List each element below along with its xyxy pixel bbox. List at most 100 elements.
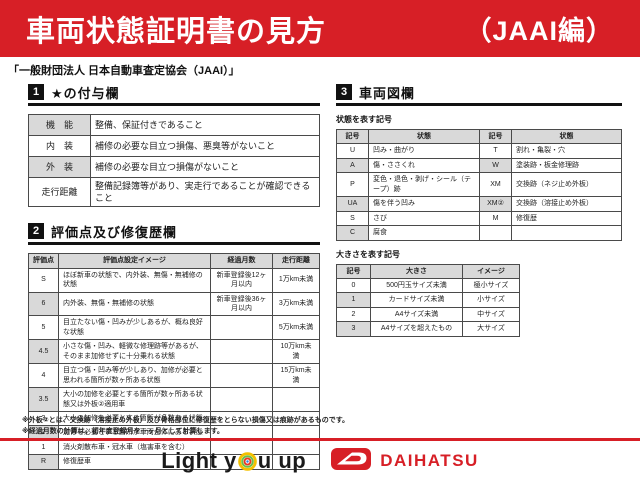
table-cell: 15万km未満 [272, 363, 320, 389]
table-cell [511, 225, 622, 241]
table-cell [210, 363, 273, 389]
footnote-line: ※外板②とは、交換跡（溶接止め外板）及び骨格部位に修復歴をとらない損傷又は痕跡が… [22, 417, 350, 424]
table-cell: 5万km未満 [272, 315, 320, 341]
section3-title: 車両図欄 [359, 86, 416, 101]
column-header: 走行距離 [272, 253, 320, 269]
table-row: S ほぼ新車の状態で、内外装、無傷・無補修の状態 新車登録後12ヶ月以内 1万km未満 [28, 267, 320, 293]
table-cell: 目立つ傷・凹み等が少しあり、加修が必要と思われる箇所が数ヶ所ある状態 [58, 363, 211, 389]
table-cell: 大サイズ [462, 321, 520, 337]
table-cell: 1万km未満 [272, 267, 320, 293]
column-header: 評価点設定イメージ [58, 253, 211, 269]
footnote-line: ※経過月数の計算は、初年度登録月を一ヶ月として計算します。 [22, 428, 224, 436]
table-cell: 修復歴車 [58, 454, 211, 470]
footnotes: ※外板②とは、交換跡（溶接止め外板）及び骨格部位に修復歴をとらない損傷又は痕跡が… [22, 415, 349, 437]
table-cell: 4.5 [28, 339, 59, 365]
table-cell: 小サイズ [462, 292, 520, 308]
table-cell: A [336, 157, 369, 174]
table-cell: 10万km未満 [272, 339, 320, 365]
column-header: 状態 [511, 128, 622, 145]
table-cell: 5 [28, 315, 59, 341]
organization-subtitle: 「一般財団法人 日本自動車査定協会（JAAI）」 [8, 65, 240, 77]
right-column: 3 車両図欄 状態を表す記号 記号 状態 記号 状態 U 凹み・曲がり T 割れ・亀裂・穴 A… [336, 84, 622, 337]
column-header: 経過月数 [210, 253, 273, 269]
light-you-up-slogan: Light y u up [161, 448, 306, 474]
state-table-caption: 状態を表す記号 [336, 115, 392, 124]
table-cell: 整備、保証付きであること [90, 114, 320, 136]
table-cell: 内 装 [28, 135, 91, 157]
table-cell: 3 [336, 321, 371, 337]
table-cell: カードサイズ未満 [370, 292, 463, 308]
table-cell: W [479, 157, 512, 174]
page-title: 車両状態証明書の見方 [26, 15, 327, 48]
table-cell: 3.5 [28, 387, 59, 412]
table-cell: 極小サイズ [462, 277, 520, 294]
table-cell: A4サイズを超えたもの [370, 321, 463, 337]
table-cell: 6 [28, 291, 59, 317]
column-header: 記号 [336, 128, 369, 145]
footer-divider [0, 438, 640, 441]
table-row: 内 装補修の必要な目立つ損傷、悪臭等がないこと [28, 135, 320, 157]
table-cell [210, 315, 273, 341]
table-row: C 腐食 [336, 225, 622, 241]
table-cell: 傷・ささくれ [368, 157, 480, 174]
table-row: UA 傷を伴う凹み XM② 交換跡（溶接止め外板） [336, 196, 622, 212]
table-cell: 0 [336, 277, 371, 294]
table-cell: 機 能 [28, 114, 91, 136]
state-symbol-table: 記号 状態 記号 状態 U 凹み・曲がり T 割れ・亀裂・穴 A 傷・ささくれ W 塗装跡・板金修理… [336, 128, 622, 241]
table-cell: A4サイズ未満 [370, 306, 463, 323]
table-row: 4.5 小さな傷・凹み、軽微な修理跡等があるが、そのまま加修せずに十分乗れる状態 1… [28, 339, 320, 365]
table-row: 5 目立たない傷・凹みが少しあるが、概ね良好な状態 5万km未満 [28, 315, 320, 341]
table-cell: 交換跡（溶接止め外板） [511, 196, 622, 212]
column-header: 記号 [479, 128, 512, 145]
table-row: A 傷・ささくれ W 塗装跡・板金修理跡 [336, 157, 622, 174]
star-grant-table: 機 能整備、保証付きであること内 装補修の必要な目立つ損傷、悪臭等がないこと外 … [28, 114, 320, 208]
table-cell [479, 225, 512, 241]
table-row: 4 目立つ傷・凹み等が少しあり、加修が必要と思われる箇所が数ヶ所ある状態 15万km… [28, 363, 320, 389]
page-title-edition: （JAAI編） [464, 16, 614, 46]
table-row: 3 A4サイズを超えたもの 大サイズ [336, 321, 520, 337]
table-cell: 内外装、無傷・無補修の状態 [58, 291, 211, 317]
table-cell: XM [479, 172, 512, 198]
size-table-wrap: 記号 大きさ イメージ 0 500円玉サイズ未満 極小サイズ 1 カードサイズ未満 小サイズ 2… [336, 263, 520, 337]
table-row: P 変色・退色・剥げ・シール（テープ）跡 XM 交換跡（ネジ止め外板） [336, 172, 622, 198]
table-cell: U [336, 143, 369, 159]
table-header-row: 記号 状態 記号 状態 [336, 128, 622, 145]
table-cell: 修復歴 [511, 210, 622, 227]
evaluation-table: 評価点 評価点設定イメージ 経過月数 走行距離 S ほぼ新車の状態で、内外装、無傷・無補… [28, 253, 320, 470]
table-cell [210, 339, 273, 365]
table-cell: UA [336, 196, 369, 212]
table-cell: 走行距離 [28, 176, 91, 208]
table-cell: S [336, 210, 369, 227]
table-cell [272, 454, 320, 470]
table-cell: 500円玉サイズ未満 [370, 277, 463, 294]
table-row: 2 A4サイズ未満 中サイズ [336, 306, 520, 323]
table-cell [272, 387, 320, 412]
table-row: 外 装補修の必要な目立つ損傷がないこと [28, 156, 320, 178]
table-row: 走行距離 整備記録簿等があり、実走行であることが確認できること [28, 176, 320, 208]
daihatsu-emblem-icon [330, 447, 372, 476]
section2-number-badge: 2 [28, 223, 44, 240]
table-row: 1 カードサイズ未満 小サイズ [336, 292, 520, 308]
table-cell: 新車登録後36ヶ月以内 [210, 291, 273, 317]
title-banner: 車両状態証明書の見方 （JAAI編） [0, 0, 640, 57]
table-cell: 補修の必要な目立つ損傷がないこと [90, 156, 320, 178]
table-cell: M [479, 210, 512, 227]
table-row: 3.5 大小の加修を必要とする箇所が数ヶ所ある状態又は外板②適用車 [28, 387, 320, 412]
table-cell: 外 装 [28, 156, 91, 178]
table-cell: 大小の加修を必要とする箇所が数ヶ所ある状態又は外板②適用車 [58, 387, 211, 412]
table-cell [210, 387, 273, 412]
size-symbol-table: 記号 大きさ イメージ 0 500円玉サイズ未満 極小サイズ 1 カードサイズ未満 小サイズ 2… [336, 263, 520, 337]
table-cell: 整備記録簿等があり、実走行であることが確認できること [90, 176, 320, 208]
section2-title: 評価点及び修復歴欄 [51, 225, 178, 241]
table-cell: 塗装跡・板金修理跡 [511, 157, 622, 174]
table-header-row: 評価点 評価点設定イメージ 経過月数 走行距離 [28, 253, 320, 269]
table-cell: 凹み・曲がり [368, 143, 480, 159]
table-cell: T [479, 143, 512, 159]
table-cell: さび [368, 210, 480, 227]
table-cell: 4 [28, 363, 59, 389]
column-header: 記号 [336, 263, 371, 279]
table-cell: 腐食 [368, 225, 480, 241]
table-row: S さび M 修復歴 [336, 210, 622, 227]
left-column: 1 ★の付与欄 機 能整備、保証付きであること内 装補修の必要な目立つ損傷、悪臭… [28, 84, 320, 470]
section1-header: 1 ★の付与欄 [28, 84, 320, 106]
